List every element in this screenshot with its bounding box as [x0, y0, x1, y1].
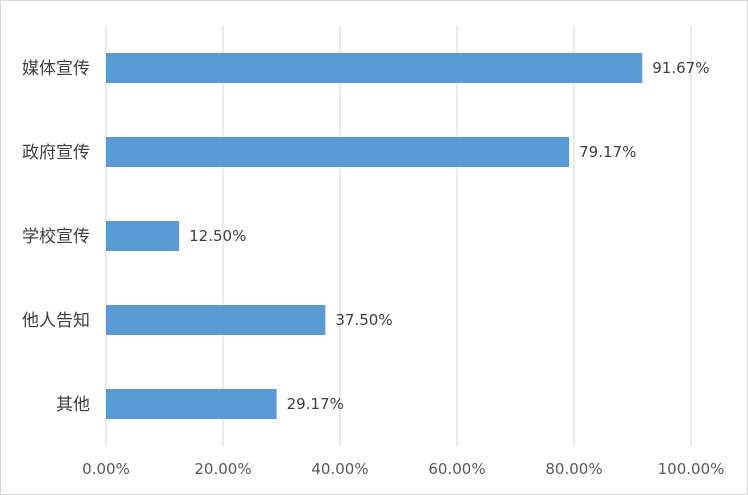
bar: [106, 389, 277, 419]
x-tick-label: 60.00%: [428, 460, 485, 478]
bar: [106, 137, 570, 167]
data-label: 29.17%: [287, 395, 344, 413]
data-label: 37.50%: [335, 311, 392, 329]
x-tick-label: 40.00%: [311, 460, 368, 478]
bars: [106, 53, 643, 419]
x-tick-label: 0.00%: [82, 460, 130, 478]
bar: [106, 305, 326, 335]
labels: 0.00% 20.00% 40.00% 60.00% 80.00% 100.00% 媒体宣传…: [22, 59, 724, 478]
data-label: 79.17%: [579, 143, 636, 161]
bar: [106, 53, 643, 83]
category-label: 政府宣传: [22, 143, 90, 163]
x-tick-label: 20.00%: [194, 460, 251, 478]
category-label: 他人告知: [22, 311, 90, 331]
data-label: 12.50%: [189, 227, 246, 245]
bar: [106, 221, 180, 251]
x-tick-label: 80.00%: [545, 460, 602, 478]
x-tick-label: 100.00%: [658, 460, 725, 478]
gridlines: [105, 26, 692, 446]
category-label: 学校宣传: [22, 227, 90, 247]
category-label: 其他: [56, 395, 90, 415]
data-label: 91.67%: [652, 59, 709, 77]
category-label: 媒体宣传: [22, 59, 90, 79]
